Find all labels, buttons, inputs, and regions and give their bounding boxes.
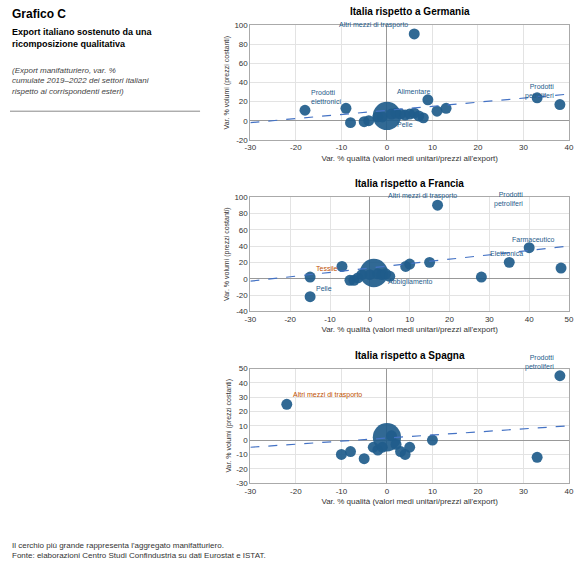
svg-text:Abbigliamento: Abbigliamento xyxy=(388,278,432,286)
svg-text:-40: -40 xyxy=(236,307,248,316)
svg-text:20: 20 xyxy=(239,97,248,106)
svg-text:0: 0 xyxy=(385,487,390,496)
svg-text:20: 20 xyxy=(239,407,248,416)
svg-text:-20: -20 xyxy=(236,136,248,145)
svg-text:Prodottipetroliferi: Prodottipetroliferi xyxy=(525,354,554,371)
svg-text:0: 0 xyxy=(243,275,248,284)
svg-text:50: 50 xyxy=(565,315,574,324)
svg-text:30: 30 xyxy=(519,487,528,496)
svg-text:-20: -20 xyxy=(236,465,248,474)
svg-text:(Export manifatturiero, var. %: (Export manifatturiero, var. %cumulate 2… xyxy=(12,66,149,96)
svg-text:Italia rispetto a Francia: Italia rispetto a Francia xyxy=(355,178,464,189)
svg-text:-20: -20 xyxy=(236,291,248,300)
svg-text:30: 30 xyxy=(485,315,494,324)
svg-text:0: 0 xyxy=(368,315,373,324)
svg-text:20: 20 xyxy=(239,258,248,267)
svg-text:Prodottipetroliferi: Prodottipetroliferi xyxy=(525,83,554,100)
svg-text:Grafico C: Grafico C xyxy=(12,7,66,21)
svg-text:Altri mezzi di trasporto: Altri mezzi di trasporto xyxy=(339,21,408,29)
svg-text:-30: -30 xyxy=(236,479,248,488)
svg-text:-30: -30 xyxy=(245,315,257,324)
svg-text:Prodottielettronici: Prodottielettronici xyxy=(311,89,341,105)
svg-text:Farmaceutico: Farmaceutico xyxy=(512,236,555,243)
svg-text:20: 20 xyxy=(474,143,483,152)
svg-text:Export italiano sostenuto da u: Export italiano sostenuto da unaricompos… xyxy=(12,27,153,49)
svg-text:-10: -10 xyxy=(336,143,348,152)
svg-text:40: 40 xyxy=(239,242,248,251)
svg-text:10: 10 xyxy=(428,487,437,496)
svg-text:Italia rispetto a Germania: Italia rispetto a Germania xyxy=(350,6,470,17)
svg-text:Alimentare: Alimentare xyxy=(397,88,431,95)
svg-text:60: 60 xyxy=(239,59,248,68)
svg-text:Prodottipetroliferi: Prodottipetroliferi xyxy=(494,191,523,208)
svg-text:0: 0 xyxy=(385,143,390,152)
svg-text:20: 20 xyxy=(474,487,483,496)
svg-text:Var. % volumi (prezzi costanti: Var. % volumi (prezzi costanti) xyxy=(225,379,233,473)
svg-text:Var. % volumi (prezzi costanti: Var. % volumi (prezzi costanti) xyxy=(223,207,231,301)
svg-text:10: 10 xyxy=(405,315,414,324)
svg-text:Il cerchio più grande rapprese: Il cerchio più grande rappresenta l'aggr… xyxy=(12,541,266,560)
svg-text:Elettronica: Elettronica xyxy=(490,250,523,257)
svg-text:40: 40 xyxy=(565,487,574,496)
svg-text:30: 30 xyxy=(519,143,528,152)
svg-text:10: 10 xyxy=(239,422,248,431)
svg-text:-20: -20 xyxy=(284,315,296,324)
svg-text:80: 80 xyxy=(239,40,248,49)
svg-text:-10: -10 xyxy=(336,487,348,496)
svg-text:Pelle: Pelle xyxy=(397,121,413,128)
svg-text:100: 100 xyxy=(234,21,248,30)
svg-text:Pelle: Pelle xyxy=(316,285,332,292)
svg-text:-10: -10 xyxy=(236,450,248,459)
svg-text:0: 0 xyxy=(243,117,248,126)
svg-text:80: 80 xyxy=(239,209,248,218)
svg-text:Altri mezzi di trasporto: Altri mezzi di trasporto xyxy=(388,192,457,200)
svg-text:40: 40 xyxy=(239,78,248,87)
svg-text:-20: -20 xyxy=(290,487,302,496)
svg-text:-30: -30 xyxy=(245,143,257,152)
svg-text:-20: -20 xyxy=(290,143,302,152)
svg-text:-30: -30 xyxy=(245,487,257,496)
svg-text:100: 100 xyxy=(234,193,248,202)
svg-text:Italia rispetto a Spagna: Italia rispetto a Spagna xyxy=(355,350,465,361)
svg-text:40: 40 xyxy=(565,143,574,152)
svg-text:Tessile: Tessile xyxy=(316,265,338,272)
svg-text:30: 30 xyxy=(239,393,248,402)
svg-text:40: 40 xyxy=(239,379,248,388)
svg-text:50: 50 xyxy=(239,364,248,373)
svg-text:40: 40 xyxy=(525,315,534,324)
svg-text:20: 20 xyxy=(445,315,454,324)
svg-text:60: 60 xyxy=(239,225,248,234)
svg-text:Var. % volumi (prezzi costanti: Var. % volumi (prezzi costanti) xyxy=(223,36,231,130)
svg-text:Var. % qualità (valori medi un: Var. % qualità (valori medi unitari/prez… xyxy=(321,325,498,334)
svg-text:0: 0 xyxy=(243,436,248,445)
svg-text:10: 10 xyxy=(428,143,437,152)
svg-text:Var. % qualità (valori medi un: Var. % qualità (valori medi unitari/prez… xyxy=(321,497,498,506)
svg-text:-10: -10 xyxy=(324,315,336,324)
svg-text:Altri mezzi di trasporto: Altri mezzi di trasporto xyxy=(293,391,362,399)
svg-text:Var. % qualità (valori medi un: Var. % qualità (valori medi unitari/prez… xyxy=(321,154,498,163)
